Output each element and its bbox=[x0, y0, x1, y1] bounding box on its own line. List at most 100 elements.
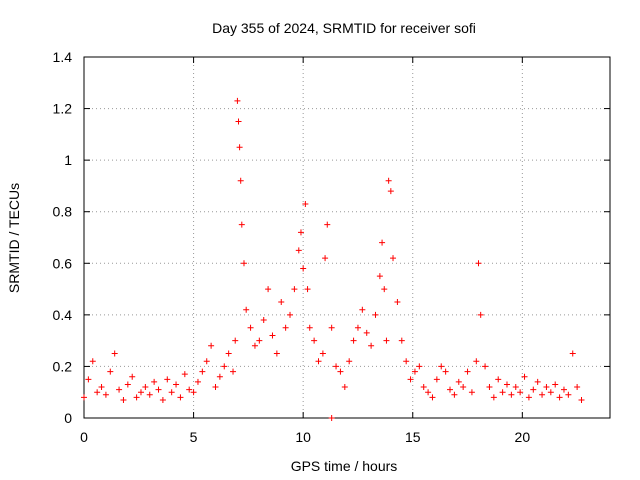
data-point bbox=[120, 396, 127, 403]
data-point bbox=[151, 378, 158, 385]
data-point bbox=[525, 394, 532, 401]
data-point bbox=[124, 381, 131, 388]
data-point bbox=[85, 376, 92, 383]
data-point bbox=[530, 386, 537, 393]
data-point bbox=[503, 381, 510, 388]
data-point bbox=[556, 394, 563, 401]
data-point bbox=[273, 350, 280, 357]
data-point bbox=[297, 229, 304, 236]
data-point bbox=[203, 358, 210, 365]
x-tick-label: 10 bbox=[295, 429, 311, 445]
data-point bbox=[521, 373, 528, 380]
data-point bbox=[216, 373, 223, 380]
x-axis-title: GPS time / hours bbox=[291, 458, 398, 474]
data-point bbox=[168, 389, 175, 396]
data-point bbox=[376, 273, 383, 280]
y-axis-title: SRMTID / TECUs bbox=[6, 183, 22, 293]
data-point bbox=[368, 342, 375, 349]
data-point bbox=[455, 378, 462, 385]
data-point bbox=[398, 337, 405, 344]
data-point bbox=[181, 371, 188, 378]
data-point bbox=[490, 394, 497, 401]
x-tick-label: 0 bbox=[80, 429, 88, 445]
data-point bbox=[291, 286, 298, 293]
data-point bbox=[346, 358, 353, 365]
y-tick-label: 0.4 bbox=[53, 307, 73, 323]
data-point bbox=[477, 311, 484, 318]
y-tick-label: 1.2 bbox=[53, 101, 73, 117]
data-point bbox=[155, 386, 162, 393]
y-tick-label: 0 bbox=[64, 410, 72, 426]
data-point bbox=[236, 144, 243, 151]
data-point bbox=[486, 384, 493, 391]
data-point bbox=[278, 298, 285, 305]
data-point bbox=[333, 363, 340, 370]
data-point bbox=[260, 317, 267, 324]
data-point bbox=[324, 221, 331, 228]
data-point bbox=[234, 97, 241, 104]
data-point bbox=[137, 389, 144, 396]
data-point bbox=[302, 200, 309, 207]
data-point bbox=[159, 396, 166, 403]
data-point bbox=[420, 384, 427, 391]
data-point bbox=[300, 265, 307, 272]
data-point bbox=[208, 342, 215, 349]
chart-title: Day 355 of 2024, SRMTID for receiver sof… bbox=[212, 20, 476, 36]
data-point bbox=[107, 368, 114, 375]
data-point bbox=[372, 311, 379, 318]
data-point bbox=[322, 255, 329, 262]
data-point bbox=[495, 376, 502, 383]
data-point bbox=[102, 391, 109, 398]
data-point bbox=[243, 306, 250, 313]
data-point bbox=[411, 368, 418, 375]
data-point-zero bbox=[328, 415, 335, 421]
data-point bbox=[350, 337, 357, 344]
data-point bbox=[295, 247, 302, 254]
data-point bbox=[164, 376, 171, 383]
data-point bbox=[319, 350, 326, 357]
data-point bbox=[425, 389, 432, 396]
data-point bbox=[177, 394, 184, 401]
y-tick-label: 1 bbox=[64, 152, 72, 168]
data-point bbox=[499, 389, 506, 396]
data-point bbox=[199, 368, 206, 375]
data-point bbox=[385, 177, 392, 184]
data-point bbox=[341, 384, 348, 391]
data-point bbox=[464, 368, 471, 375]
data-point bbox=[94, 389, 101, 396]
data-point bbox=[508, 391, 515, 398]
data-point bbox=[451, 391, 458, 398]
data-point bbox=[111, 350, 118, 357]
data-point bbox=[560, 386, 567, 393]
x-tick-label: 5 bbox=[190, 429, 198, 445]
data-point bbox=[116, 386, 123, 393]
data-point bbox=[468, 389, 475, 396]
x-tick-label: 15 bbox=[405, 429, 421, 445]
data-point bbox=[328, 324, 335, 331]
data-point bbox=[142, 384, 149, 391]
data-point bbox=[473, 358, 480, 365]
data-point bbox=[433, 376, 440, 383]
data-point bbox=[363, 329, 370, 336]
data-point bbox=[230, 368, 237, 375]
data-point bbox=[547, 389, 554, 396]
data-point bbox=[311, 337, 318, 344]
data-point bbox=[306, 324, 313, 331]
data-point bbox=[282, 324, 289, 331]
data-point bbox=[539, 391, 546, 398]
data-point bbox=[240, 260, 247, 267]
data-points bbox=[81, 97, 585, 421]
data-point bbox=[251, 342, 258, 349]
data-point bbox=[387, 188, 394, 195]
data-point bbox=[238, 221, 245, 228]
y-tick-labels: 0 0.2 0.4 0.6 0.8 1 1.2 1.4 bbox=[53, 49, 73, 426]
x-tick-labels: 0 5 10 15 20 bbox=[80, 429, 530, 445]
data-point bbox=[447, 386, 454, 393]
data-point bbox=[304, 286, 311, 293]
data-point bbox=[403, 358, 410, 365]
data-point bbox=[394, 298, 401, 305]
data-point bbox=[574, 384, 581, 391]
data-point bbox=[565, 391, 572, 398]
data-point bbox=[578, 396, 585, 403]
